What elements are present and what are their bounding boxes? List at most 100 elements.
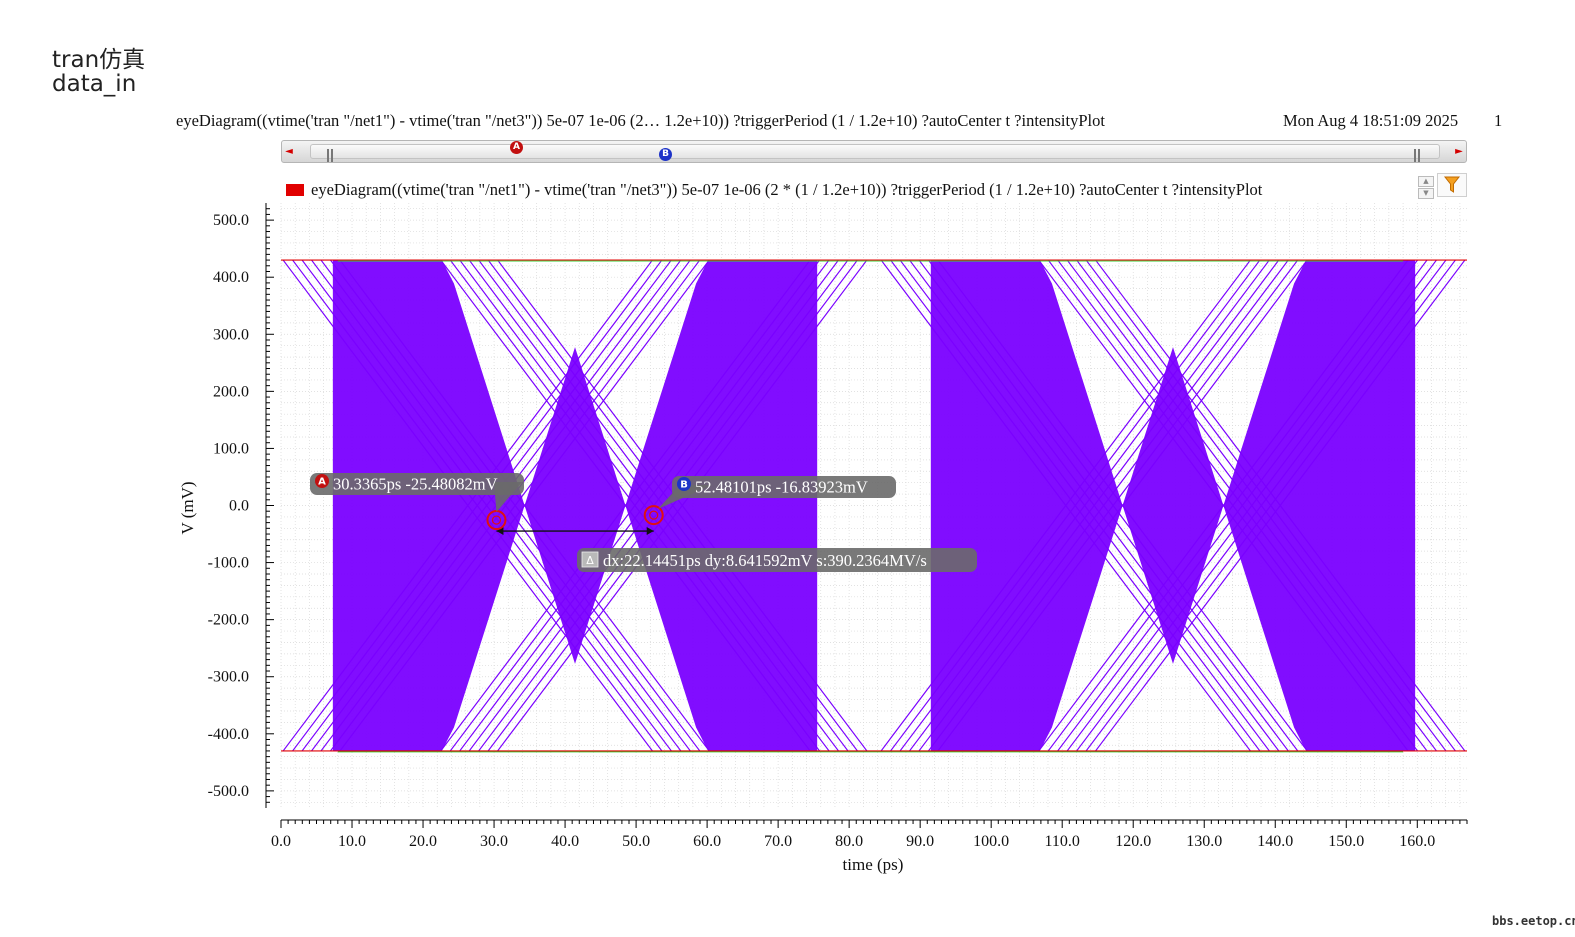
y-tick-label: 400.0 (213, 269, 249, 286)
eye-edge-falling (301, 259, 672, 752)
eye-edge-falling (292, 259, 663, 752)
scroll-right-arrow-icon[interactable]: ► (1455, 146, 1463, 157)
marker-label-a[interactable]: A 30.3365ps -25.48082mV (310, 473, 524, 513)
x-tick-label: 40.0 (551, 833, 579, 850)
eye-edge-falling (440, 259, 811, 752)
y-tick-label: 200.0 (213, 383, 249, 400)
x-tick-label: 30.0 (480, 833, 508, 850)
marker-ring-inner-a[interactable] (491, 515, 502, 525)
eye-edge-falling (1047, 259, 1419, 752)
level-lines (281, 259, 1467, 753)
scroll-left-arrow-icon[interactable]: ◄ (285, 146, 293, 157)
eye-edge-falling (1066, 259, 1437, 752)
eye-edge-falling (1095, 259, 1466, 752)
eye-edge-falling (1085, 259, 1456, 752)
eye-edge-falling (339, 259, 710, 752)
x-tick-label: 80.0 (835, 833, 863, 850)
delta-label-bg (577, 548, 977, 572)
legend-scroll-down-icon[interactable]: ▼ (1418, 188, 1434, 199)
y-tick-label: -100.0 (208, 555, 249, 572)
legend-scroll-control[interactable]: ▲ ▼ (1418, 176, 1434, 200)
eye-edge-falling (459, 259, 830, 752)
marker-label-a-text: 30.3365ps -25.48082mV (333, 475, 498, 494)
x-tick-label: 60.0 (693, 833, 721, 850)
x-tick-label: 90.0 (906, 833, 934, 850)
eye-edge-falling (880, 259, 1251, 752)
eye-edge-falling (320, 259, 691, 752)
marker-label-b[interactable]: B 52.48101ps -16.83923mV (657, 476, 896, 510)
x-tick-label: 100.0 (973, 833, 1009, 850)
marker-label-b-badge-letter: B (680, 480, 688, 491)
y-tick-label: -500.0 (208, 783, 249, 800)
marker-ring-b[interactable] (643, 505, 664, 526)
eye-edge-falling (1076, 259, 1447, 752)
axes: 500.0 400.0 300.0 200.0 100.0 0.0 -100.0 -200.0… (208, 203, 1468, 850)
eye-edge-falling (909, 259, 1280, 752)
plot-header-expression: eyeDiagram((vtime('tran "/net1") - vtime… (176, 111, 1105, 130)
eye-edge-falling (937, 259, 1308, 752)
cursors[interactable]: A 30.3365ps -25.48082mV B 52.48101ps -16.83… (310, 473, 977, 572)
legend-trace-label[interactable]: eyeDiagram((vtime('tran "/net1") - vtime… (311, 180, 1263, 199)
x-axis-scrollbar[interactable]: ◄ ► A B (281, 140, 1467, 163)
y-tick-label: 300.0 (213, 326, 249, 343)
x-tick-label: 110.0 (1044, 833, 1079, 850)
delta-arrow-right-icon (646, 527, 654, 536)
marker-label-b-badge-icon (677, 477, 691, 491)
marker-label-a-bg (310, 473, 524, 495)
funnel-icon (1443, 176, 1461, 193)
marker-label-b-text: 52.48101ps -16.83923mV (695, 478, 868, 497)
y-tick-label: 0.0 (229, 498, 249, 515)
eye-edge-falling (1038, 259, 1409, 752)
marker-label-a-badge-letter: A (318, 477, 326, 488)
x-tick-label: 160.0 (1399, 833, 1435, 850)
scroll-marker-a[interactable]: A (510, 141, 523, 154)
x-tick-label: 10.0 (338, 833, 366, 850)
eye-edge-falling (1057, 259, 1428, 752)
plot-header-date: Mon Aug 4 18:51:09 2025 (1283, 111, 1459, 130)
x-tick-label: 130.0 (1186, 833, 1222, 850)
legend-color-swatch[interactable] (286, 184, 304, 196)
y-tick-label: -400.0 (208, 726, 249, 743)
scroll-marker-b[interactable]: B (659, 148, 672, 161)
eye-edge-falling (899, 259, 1270, 752)
y-tick-label: -300.0 (208, 669, 249, 686)
y-tick-label: 500.0 (213, 212, 249, 229)
eye-body (332, 260, 818, 751)
delta-arrow-left-icon (496, 527, 504, 536)
delta-symbol: Δ (586, 554, 594, 567)
x-tick-label: 70.0 (764, 833, 792, 850)
watermark: bbs.eetop.cn (1492, 914, 1575, 928)
eye-body (930, 260, 1416, 751)
plot-header-page-number: 1 (1494, 111, 1503, 130)
y-tick-label: -200.0 (208, 612, 249, 629)
marker-ring-inner-b[interactable] (649, 510, 659, 520)
eye-edge-falling (487, 259, 858, 752)
eye-edge-falling (449, 259, 821, 752)
filter-button[interactable] (1437, 173, 1467, 197)
y-axis-label: V (mV) (178, 481, 197, 534)
thumb-right-grip-icon[interactable] (1414, 149, 1420, 162)
y-tick-label: 100.0 (213, 440, 249, 457)
marker-label-a-badge-icon (315, 474, 329, 488)
eye-edge-falling (927, 259, 1299, 752)
delta-icon (581, 551, 599, 568)
eye-edge-falling (497, 259, 868, 752)
eye-traces (282, 259, 1466, 752)
eye-edge-falling (918, 259, 1289, 752)
x-tick-label: 20.0 (409, 833, 437, 850)
x-axis-label: time (ps) (843, 855, 904, 874)
eye-edge-falling (329, 259, 701, 752)
x-tick-label: 50.0 (622, 833, 650, 850)
x-tick-label: 140.0 (1257, 833, 1293, 850)
caption-title: tran仿真 (52, 47, 146, 73)
thumb-left-grip-icon[interactable] (327, 149, 333, 162)
scroll-thumb[interactable] (310, 144, 1440, 162)
x-tick-label: 150.0 (1328, 833, 1364, 850)
legend-scroll-up-icon[interactable]: ▲ (1418, 176, 1434, 187)
x-tick-label: 0.0 (271, 833, 291, 850)
caption-signal: data_in (52, 71, 137, 97)
eye-edge-falling (282, 259, 653, 752)
x-tick-label: 120.0 (1115, 833, 1151, 850)
